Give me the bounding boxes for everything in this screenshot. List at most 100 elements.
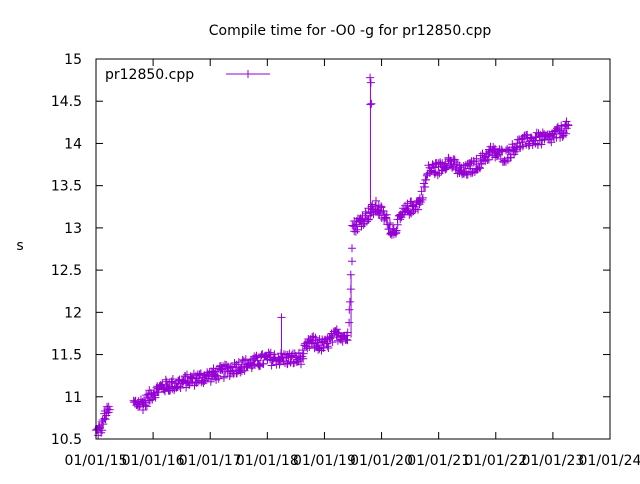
data-point (343, 336, 352, 345)
data-point (345, 318, 354, 327)
data-point (167, 378, 176, 387)
data-point (99, 420, 108, 429)
data-point (557, 127, 566, 135)
data-point (239, 356, 248, 365)
data-point (379, 206, 388, 215)
data-point (537, 140, 546, 149)
data-point (359, 220, 368, 229)
data-point (554, 125, 562, 134)
y-tick-label: 14.5 (51, 94, 82, 110)
data-point (409, 207, 418, 216)
data-point (236, 368, 245, 377)
data-point (356, 216, 365, 225)
data-point (364, 215, 373, 224)
data-point (343, 328, 352, 337)
data-point (351, 227, 360, 236)
data-point (466, 161, 475, 170)
data-point (345, 305, 354, 314)
data-point (342, 335, 351, 344)
x-tick-label: 01/01/24 (579, 453, 640, 469)
data-point (252, 351, 261, 360)
data-point (421, 183, 430, 191)
data-point (315, 344, 324, 353)
data-point (240, 366, 249, 375)
data-point (96, 424, 104, 433)
data-point (501, 157, 510, 166)
x-tick-label: 01/01/15 (65, 453, 128, 469)
data-point (241, 355, 250, 364)
legend: pr12850.cpp (105, 67, 270, 83)
plot-frame (95, 58, 611, 440)
x-tick-label: 01/01/17 (179, 453, 242, 469)
data-point (189, 369, 198, 378)
data-point (418, 193, 427, 202)
data-point (382, 210, 391, 219)
data-point (441, 159, 450, 168)
data-point (238, 355, 247, 364)
x-tick-label: 01/01/22 (464, 453, 527, 469)
y-tick-label: 12.5 (51, 263, 82, 279)
data-point (461, 161, 470, 169)
data-point (323, 342, 332, 351)
data-point (151, 393, 160, 402)
data-point (299, 349, 308, 358)
data-point (547, 138, 556, 147)
data-point (142, 402, 151, 411)
data-point (303, 344, 312, 353)
data-points (91, 73, 573, 440)
data-point (498, 147, 507, 156)
data-point (324, 344, 333, 352)
data-point (402, 204, 411, 213)
y-tick-label: 13.5 (51, 179, 82, 195)
y-tick-label: 14 (64, 136, 82, 152)
data-point (418, 195, 427, 204)
data-point (564, 121, 573, 130)
data-point (179, 376, 188, 385)
data-point (348, 257, 356, 266)
data-point (142, 391, 151, 400)
data-point (503, 145, 512, 154)
y-tick-label: 10.5 (51, 432, 82, 448)
y-axis: 10.5 11 11.5 12 12.5 13 13.5 14 14.5 15 (51, 52, 610, 448)
data-point (377, 203, 386, 212)
data-point (298, 346, 307, 355)
data-point (321, 335, 330, 344)
data-point (367, 99, 376, 108)
data-point (222, 361, 231, 369)
data-point (518, 142, 527, 151)
x-tick-label: 01/01/21 (407, 453, 470, 469)
x-tick-label: 01/01/18 (236, 453, 299, 469)
x-axis: 01/01/1501/01/1601/01/1701/01/1801/01/19… (65, 59, 640, 469)
data-point (270, 350, 279, 359)
data-point (105, 405, 114, 414)
data-point (355, 217, 363, 226)
y-tick-label: 11 (64, 390, 82, 406)
data-point (374, 209, 383, 218)
data-point (141, 401, 150, 410)
y-tick-label: 15 (64, 52, 82, 68)
x-tick-label: 01/01/20 (350, 453, 413, 469)
data-point (353, 225, 362, 234)
data-point (372, 196, 380, 205)
chart-title: Compile time for -O0 -g for pr12850.cpp (209, 23, 492, 39)
data-point (175, 382, 183, 391)
data-point (101, 415, 110, 424)
legend-label: pr12850.cpp (105, 67, 194, 83)
data-point (328, 338, 337, 347)
data-point (297, 360, 305, 369)
data-point (392, 228, 401, 237)
x-tick-label: 01/01/23 (521, 453, 584, 469)
data-point (332, 325, 341, 334)
x-tick-label: 01/01/16 (122, 453, 185, 469)
data-point (348, 244, 356, 253)
data-point (259, 359, 268, 368)
y-tick-label: 12 (64, 305, 82, 321)
data-point (557, 121, 566, 130)
data-point (393, 220, 402, 229)
data-point (484, 155, 493, 164)
data-point (214, 374, 223, 383)
data-point (562, 117, 571, 126)
data-point (163, 382, 172, 391)
